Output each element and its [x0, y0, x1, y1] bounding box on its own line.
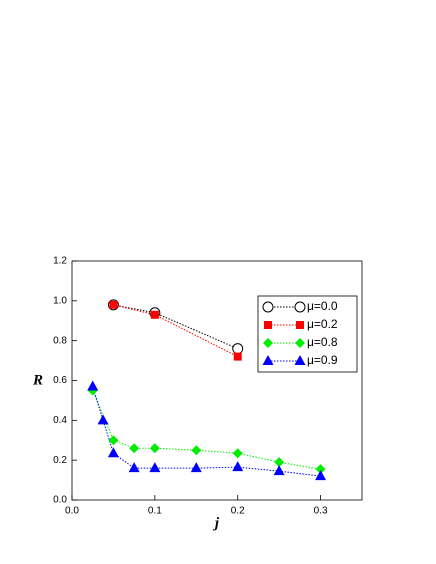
- marker: [107, 447, 119, 458]
- y-axis-label: R: [32, 372, 43, 388]
- marker: [109, 300, 118, 309]
- y-tick-label: 0.2: [53, 455, 67, 466]
- y-tick-label: 1.0: [53, 295, 67, 306]
- marker: [274, 457, 285, 468]
- legend-marker: [262, 355, 274, 365]
- marker: [232, 343, 244, 355]
- legend-marker: [296, 321, 304, 329]
- x-tick-label: 0.0: [65, 506, 79, 517]
- y-tick-label: 1.2: [53, 256, 67, 267]
- marker: [232, 448, 243, 459]
- legend-box: [257, 295, 358, 373]
- marker: [149, 462, 161, 473]
- series-line: [113, 304, 238, 350]
- marker: [97, 414, 109, 425]
- series-line: [92, 390, 321, 470]
- x-axis-label: j: [213, 515, 220, 531]
- legend-marker: [295, 338, 305, 348]
- legend-label: μ=0.8: [307, 335, 338, 349]
- legend-marker: [294, 355, 306, 365]
- marker: [233, 352, 242, 361]
- x-tick-label: 0.1: [148, 506, 162, 517]
- marker: [149, 443, 160, 454]
- marker: [87, 380, 99, 391]
- marker: [191, 445, 202, 456]
- legend-marker: [262, 301, 274, 313]
- marker: [129, 443, 140, 454]
- marker: [232, 461, 244, 472]
- marker: [128, 462, 140, 473]
- y-tick-label: 0.6: [53, 375, 67, 386]
- series-line: [92, 386, 321, 477]
- y-tick-label: 0.0: [53, 495, 67, 506]
- legend-label: μ=0.2: [307, 317, 338, 331]
- legend-label: μ=0.0: [307, 299, 338, 313]
- legend-marker: [263, 338, 273, 348]
- legend-label: μ=0.9: [307, 353, 338, 367]
- marker: [190, 462, 202, 473]
- legend-marker: [264, 321, 272, 329]
- y-tick-label: 0.8: [53, 335, 67, 346]
- y-tick-label: 0.4: [53, 415, 67, 426]
- x-tick-label: 0.2: [231, 506, 245, 517]
- x-tick-label: 0.3: [314, 506, 328, 517]
- marker: [108, 435, 119, 446]
- marker: [150, 310, 159, 319]
- marker: [273, 465, 285, 476]
- series-line: [113, 304, 238, 358]
- marker: [315, 464, 326, 475]
- marker: [315, 470, 327, 481]
- legend-marker: [294, 301, 306, 313]
